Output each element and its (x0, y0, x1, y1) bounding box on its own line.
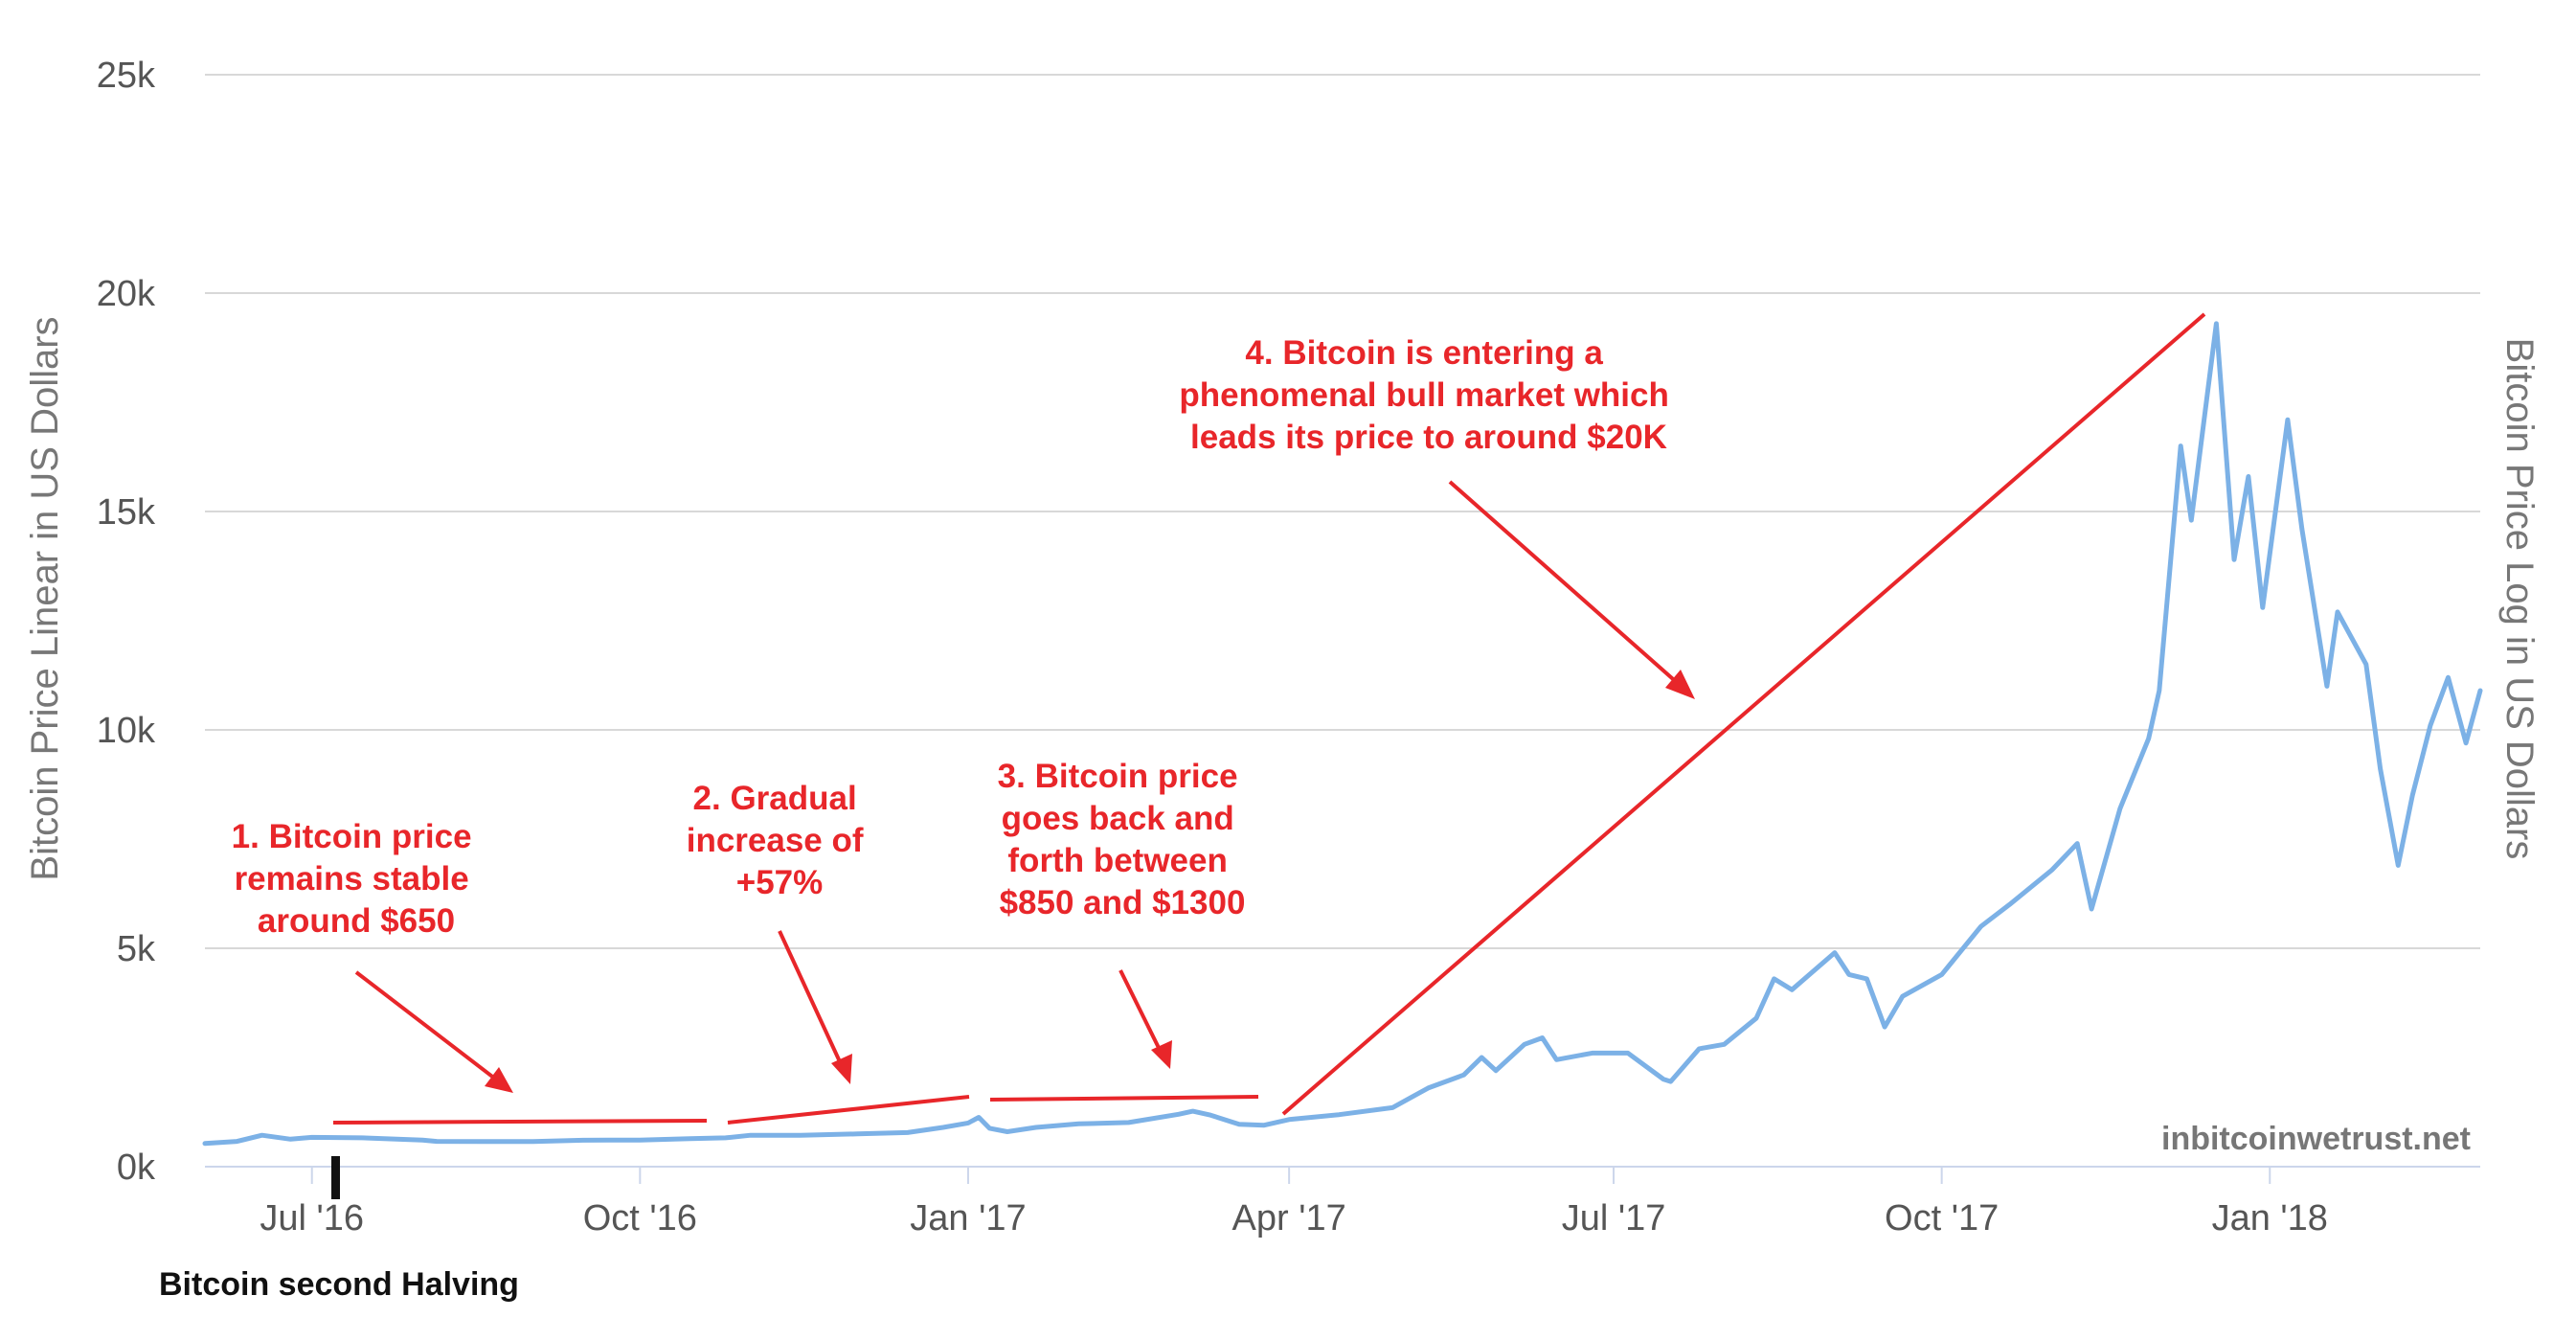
x-tick-label: Jan '17 (910, 1198, 1026, 1239)
annotation-arrowhead-2 (831, 1054, 852, 1084)
annotation-arrow-3 (1119, 969, 1163, 1053)
y-tick-label: 20k (97, 274, 156, 314)
x-tick-label: Oct '17 (1885, 1198, 1999, 1239)
x-tick-label: Jan '18 (2212, 1198, 2328, 1239)
annotation-text-1: 1. Bitcoin price remains stable around $… (232, 818, 482, 940)
annotation-arrowhead-4 (1665, 670, 1695, 699)
annotation-trend-line-2 (727, 1095, 970, 1125)
halving-label: Bitcoin second Halving (159, 1266, 519, 1303)
series-layer (202, 321, 2483, 1147)
x-tick-label: Oct '16 (583, 1198, 697, 1239)
grid-lines (205, 74, 2480, 949)
annotation-text-3: 3. Bitcoin price goes back and forth bet… (998, 758, 1248, 921)
annotation-arrowhead-1 (485, 1067, 513, 1093)
annotation-text-4: 4. Bitcoin is entering a phenomenal bull… (1179, 334, 1678, 456)
watermark: inbitcoinwetrust.net (2161, 1121, 2471, 1157)
annotation-text-2: 2. Gradual increase of +57% (687, 780, 873, 901)
x-tick-label: Jul '17 (1562, 1198, 1666, 1239)
annotation-trend-line-1 (332, 1119, 708, 1125)
y-axis-left-title: Bitcoin Price Linear in US Dollars (24, 316, 66, 880)
y-axis-ticks: 0k 5k 10k 15k 20k 25k (97, 56, 156, 1188)
annotation-arrow-1 (354, 970, 502, 1084)
y-tick-label: 10k (97, 711, 156, 751)
y-tick-label: 0k (117, 1148, 156, 1188)
halving-marker (331, 1156, 340, 1199)
y-tick-label: 15k (97, 492, 156, 533)
annotation-arrow-2 (778, 930, 845, 1069)
x-tick-label: Jul '16 (260, 1198, 364, 1239)
annotation-arrow-4 (1448, 480, 1683, 688)
annotation-arrowhead-3 (1151, 1040, 1172, 1069)
x-tick-label: Apr '17 (1232, 1198, 1346, 1239)
annotation-trend-line-3 (989, 1095, 1259, 1102)
x-axis-ticks: Jul '16 Oct '16 Jan '17 Apr '17 Jul '17 Oct '… (260, 1167, 2328, 1239)
annotation-layer: 1. Bitcoin price remains stable around $… (232, 312, 2206, 1125)
price-series-line (202, 321, 2483, 1147)
y-tick-label: 25k (97, 56, 156, 96)
y-axis-right-title: Bitcoin Price Log in US Dollars (2498, 338, 2541, 860)
y-tick-label: 5k (117, 929, 156, 969)
annotation-trend-line-4 (1281, 312, 2206, 1116)
